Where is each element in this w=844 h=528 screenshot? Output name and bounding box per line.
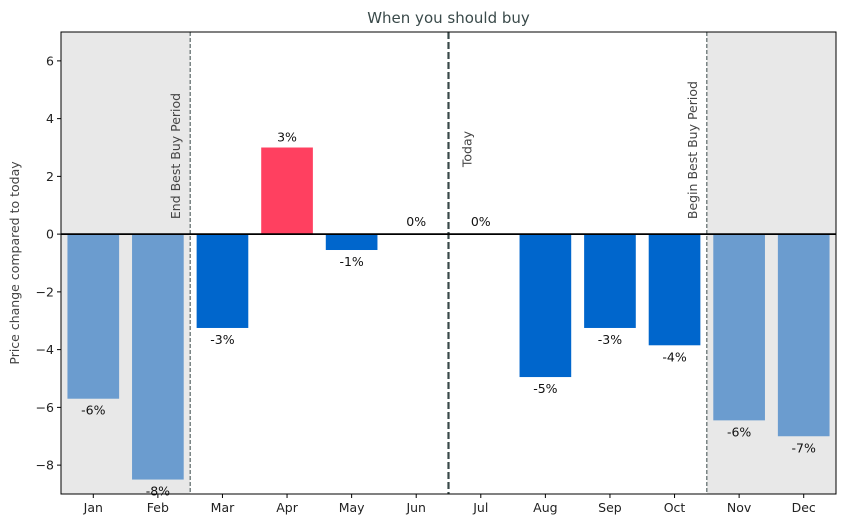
x-tick-label-apr: Apr xyxy=(276,500,298,515)
y-tick-label: 4 xyxy=(46,111,54,126)
vertical-markers: End Best Buy Period Today Begin Best Buy P… xyxy=(168,32,708,494)
x-tick-label-nov: Nov xyxy=(727,500,752,515)
x-tick-label-sep: Sep xyxy=(598,500,622,515)
y-tick-label: −4 xyxy=(36,342,54,357)
y-tick-label: 2 xyxy=(46,169,54,184)
data-label-sep: -3% xyxy=(598,332,622,347)
bar-dec xyxy=(777,234,830,437)
chart-title: When you should buy xyxy=(367,9,530,27)
bar-aug xyxy=(519,234,572,378)
x-tick-label-jul: Jul xyxy=(472,500,488,515)
x-tick-label-jan: Jan xyxy=(83,500,103,515)
data-label-dec: -7% xyxy=(792,440,816,455)
marker-label-0: End Best Buy Period xyxy=(168,93,183,219)
x-tick-label-feb: Feb xyxy=(147,500,169,515)
data-label-jun: 0% xyxy=(406,214,426,229)
bar-may xyxy=(325,234,378,251)
marker-label-1: Today xyxy=(460,130,475,168)
y-tick-label: 6 xyxy=(46,53,54,68)
data-labels: -6% -8% -3% 3% -1% 0% 0% -5% -3% -4% -6% -7% xyxy=(81,130,816,499)
bar-apr xyxy=(261,147,313,235)
data-label-may: -1% xyxy=(339,254,363,269)
bar-jan xyxy=(67,234,120,399)
data-label-feb: -8% xyxy=(146,484,170,499)
y-tick-label: −6 xyxy=(36,400,54,415)
x-tick-label-jun: Jun xyxy=(405,500,426,515)
data-label-mar: -3% xyxy=(210,332,234,347)
bars xyxy=(67,147,830,480)
data-label-nov: -6% xyxy=(727,424,751,439)
data-label-jul: 0% xyxy=(471,214,491,229)
bar-oct xyxy=(648,234,701,346)
x-tick-label-oct: Oct xyxy=(664,500,686,515)
x-tick-label-aug: Aug xyxy=(533,500,557,515)
data-label-aug: -5% xyxy=(533,381,557,396)
data-label-apr: 3% xyxy=(277,130,297,145)
y-tick-label: −8 xyxy=(36,458,54,473)
x-tick-label-mar: Mar xyxy=(211,500,235,515)
x-tick-label-dec: Dec xyxy=(792,500,816,515)
data-label-oct: -4% xyxy=(662,349,686,364)
axes: −8 −6 −4 −2 0 2 4 6 Jan Feb Mar Apr May Jun Jul Aug Sep O… xyxy=(36,31,837,515)
bar-mar xyxy=(196,234,249,328)
y-axis-title: Price change compared to today xyxy=(7,161,22,365)
x-tick-label-may: May xyxy=(339,500,365,515)
data-label-jan: -6% xyxy=(81,403,105,418)
y-tick-label: −2 xyxy=(36,284,54,299)
y-tick-label: 0 xyxy=(46,227,54,242)
bar-feb xyxy=(132,234,184,480)
plot-frame xyxy=(60,31,837,495)
marker-label-2: Begin Best Buy Period xyxy=(685,81,700,219)
bar-nov xyxy=(713,234,765,421)
bar-sep xyxy=(584,234,636,328)
